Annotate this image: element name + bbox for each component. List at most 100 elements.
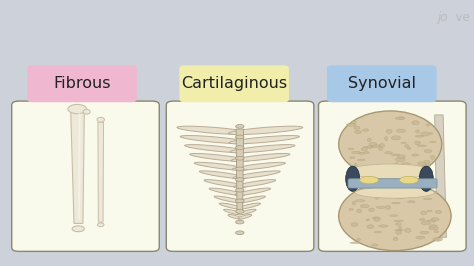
Ellipse shape [424,164,430,167]
Ellipse shape [83,109,90,114]
Ellipse shape [399,116,403,119]
Ellipse shape [411,154,419,156]
Text: Cartilaginous: Cartilaginous [181,76,287,91]
Ellipse shape [238,214,252,219]
Ellipse shape [372,244,378,246]
Text: Fibrous: Fibrous [53,76,111,91]
Ellipse shape [367,225,374,228]
Ellipse shape [180,136,251,144]
Text: ve: ve [448,11,470,24]
Ellipse shape [209,188,245,196]
Ellipse shape [397,155,405,158]
Ellipse shape [361,147,367,151]
Ellipse shape [228,126,303,135]
Ellipse shape [369,193,375,195]
Ellipse shape [410,168,418,172]
Ellipse shape [393,237,398,241]
Ellipse shape [338,181,451,251]
Ellipse shape [351,223,358,227]
Ellipse shape [348,148,354,149]
Ellipse shape [417,170,420,172]
FancyBboxPatch shape [327,65,437,102]
Ellipse shape [236,135,244,139]
Ellipse shape [352,151,361,154]
Polygon shape [98,122,103,222]
Ellipse shape [374,218,380,221]
Ellipse shape [190,153,249,161]
Ellipse shape [407,147,411,149]
Ellipse shape [230,145,295,153]
Ellipse shape [427,220,433,222]
Ellipse shape [424,149,432,153]
Ellipse shape [400,176,418,184]
Ellipse shape [349,208,353,211]
Ellipse shape [236,124,244,128]
Ellipse shape [414,141,420,145]
Ellipse shape [421,211,427,215]
FancyBboxPatch shape [319,101,466,251]
Ellipse shape [228,214,241,219]
Ellipse shape [394,220,403,222]
Ellipse shape [236,188,244,192]
Ellipse shape [384,136,388,141]
Ellipse shape [356,209,362,213]
Ellipse shape [354,163,357,166]
Ellipse shape [419,218,425,221]
Ellipse shape [404,228,411,232]
Ellipse shape [369,142,377,146]
Ellipse shape [369,208,374,212]
Ellipse shape [204,180,246,188]
FancyBboxPatch shape [348,179,437,188]
Ellipse shape [408,201,415,203]
Ellipse shape [237,203,260,209]
Ellipse shape [338,111,442,177]
Ellipse shape [360,205,369,208]
Ellipse shape [359,193,366,195]
Ellipse shape [235,188,271,196]
Ellipse shape [234,180,276,188]
Ellipse shape [432,218,435,222]
Ellipse shape [185,145,250,153]
FancyBboxPatch shape [166,101,314,251]
Ellipse shape [424,198,432,200]
Ellipse shape [397,197,404,199]
Ellipse shape [418,162,426,165]
Ellipse shape [396,230,401,234]
Ellipse shape [401,163,411,167]
FancyBboxPatch shape [179,65,289,102]
Polygon shape [236,129,244,211]
Ellipse shape [366,219,370,221]
Ellipse shape [97,117,104,122]
Ellipse shape [236,231,244,235]
Ellipse shape [380,168,385,172]
Ellipse shape [367,146,373,148]
Ellipse shape [426,124,429,126]
Ellipse shape [392,202,400,204]
Ellipse shape [350,242,360,244]
Ellipse shape [429,132,433,135]
Ellipse shape [346,166,360,192]
Ellipse shape [386,129,392,133]
Ellipse shape [419,170,426,173]
Ellipse shape [236,156,244,160]
Ellipse shape [233,171,280,179]
Ellipse shape [352,201,356,205]
Ellipse shape [376,206,385,209]
Ellipse shape [236,196,265,203]
Ellipse shape [357,159,365,161]
Ellipse shape [351,121,356,123]
Ellipse shape [236,167,244,171]
Ellipse shape [372,145,381,148]
Ellipse shape [421,221,430,225]
Ellipse shape [416,236,425,239]
Ellipse shape [388,194,392,197]
Ellipse shape [373,217,380,219]
Ellipse shape [429,141,436,143]
Ellipse shape [429,227,438,230]
Ellipse shape [419,166,433,192]
Ellipse shape [379,148,383,150]
Ellipse shape [421,132,429,136]
Ellipse shape [367,138,371,142]
Ellipse shape [360,176,378,184]
Ellipse shape [396,223,401,225]
